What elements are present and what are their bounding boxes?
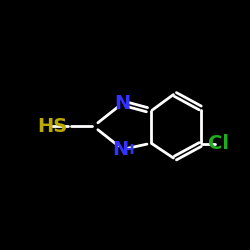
Text: Cl: Cl (208, 134, 230, 154)
Text: N: N (112, 140, 128, 159)
Text: N: N (114, 94, 131, 113)
Text: HS: HS (37, 117, 67, 136)
Text: H: H (122, 143, 134, 157)
